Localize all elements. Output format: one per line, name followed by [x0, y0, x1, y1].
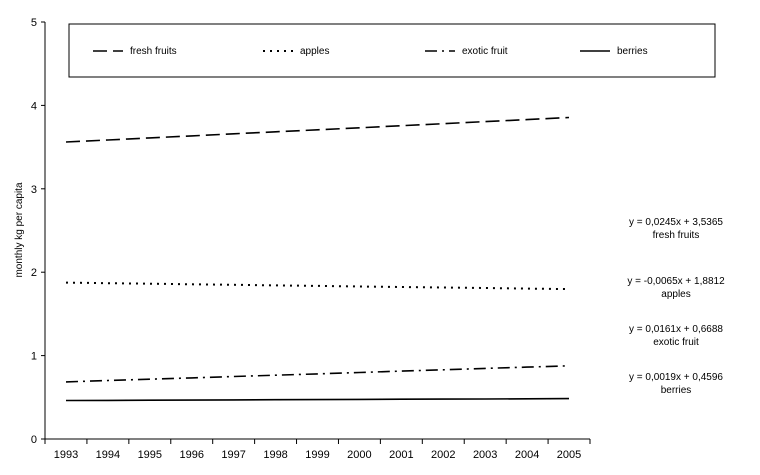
chart-ticks: 0 1 2 3 4 5 1993 1994 1995 1996 1997 1998 1999 2000 20… [31, 17, 591, 461]
trend-equation: y = 0,0019x + 0,4596 [629, 372, 723, 383]
trend-equation-label: fresh fruits [653, 230, 700, 241]
series-line-exotic-fruit [65, 365, 570, 383]
chart-equations: y = 0,0245x + 3,5365 fresh fruits y = -0,0… [627, 217, 725, 396]
trend-equation: y = 0,0161x + 0,6688 [629, 324, 723, 335]
series-line-apples [65, 281, 570, 291]
x-tick-label: 2003 [473, 449, 497, 461]
y-axis-label: monthly kg per capita [14, 182, 25, 277]
trend-equation-label: apples [661, 289, 690, 300]
legend-label: berries [617, 46, 648, 57]
x-tick-label: 1994 [96, 449, 120, 461]
x-tick-label: 2001 [389, 449, 413, 461]
y-tick-label: 0 [31, 434, 37, 446]
y-tick-label: 3 [31, 184, 37, 196]
chart-axes [44, 22, 590, 440]
y-tick-label: 4 [31, 100, 37, 112]
series-line-berries [65, 397, 570, 402]
x-tick-label: 1995 [138, 449, 162, 461]
y-tick-label: 5 [31, 17, 37, 29]
trend-equation-label: exotic fruit [653, 337, 699, 348]
x-tick-label: 1998 [263, 449, 287, 461]
x-tick-label: 2004 [515, 449, 539, 461]
x-tick-label: 1996 [179, 449, 203, 461]
legend-label: exotic fruit [462, 46, 508, 57]
y-tick-label: 2 [31, 267, 37, 279]
y-tick-label: 1 [31, 351, 37, 363]
legend-label: fresh fruits [130, 46, 177, 57]
x-tick-label: 1993 [54, 449, 78, 461]
chart-series [65, 116, 570, 402]
x-tick-label: 2005 [557, 449, 581, 461]
x-tick-label: 1997 [221, 449, 245, 461]
x-tick-label: 1999 [305, 449, 329, 461]
trend-equation: y = -0,0065x + 1,8812 [627, 276, 725, 287]
x-tick-label: 2002 [431, 449, 455, 461]
legend-label: apples [300, 46, 329, 57]
chart-legend: fresh fruits apples exotic fruit berries [68, 23, 716, 78]
trend-equation-label: berries [661, 385, 692, 396]
x-tick-label: 2000 [347, 449, 371, 461]
series-line-fresh-fruits [65, 116, 570, 143]
trend-equation: y = 0,0245x + 3,5365 [629, 217, 723, 228]
